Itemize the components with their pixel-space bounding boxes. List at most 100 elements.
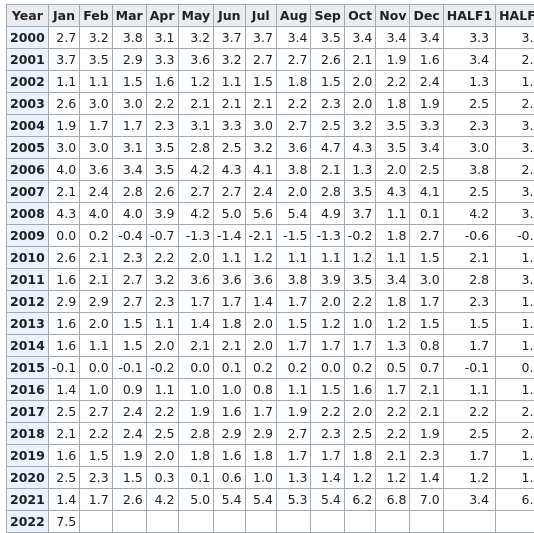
value-cell: 3.5: [376, 115, 410, 137]
year-cell: 2020: [7, 467, 49, 489]
value-cell: 1.8: [245, 445, 276, 467]
year-cell: 2010: [7, 247, 49, 269]
value-cell: 1.6: [146, 71, 178, 93]
column-header-nov: Nov: [376, 5, 410, 27]
value-cell: 1.7: [245, 401, 276, 423]
value-cell: 4.2: [178, 203, 214, 225]
value-cell: 2.5: [344, 423, 375, 445]
value-cell: 2.4: [112, 423, 146, 445]
value-cell: 1.7: [410, 291, 443, 313]
column-header-oct: Oct: [344, 5, 375, 27]
value-cell: 1.4: [311, 467, 344, 489]
value-cell: [112, 511, 146, 533]
value-cell: 0.1: [410, 203, 443, 225]
value-cell: 2.8: [178, 137, 214, 159]
value-cell: 1.1: [276, 247, 311, 269]
value-cell: 2.2: [443, 401, 495, 423]
value-cell: 3.5: [80, 49, 112, 71]
value-cell: 2.6: [48, 93, 79, 115]
value-cell: 2.1: [178, 335, 214, 357]
value-cell: -0.1: [48, 357, 79, 379]
year-cell: 2004: [7, 115, 49, 137]
value-cell: 1.9: [112, 445, 146, 467]
column-header-may: May: [178, 5, 214, 27]
value-cell: 4.3: [214, 159, 245, 181]
value-cell: 1.7: [344, 335, 375, 357]
value-cell: 1.8: [376, 225, 410, 247]
value-cell: 2.5: [443, 93, 495, 115]
value-cell: 3.7: [245, 27, 276, 49]
value-cell: 2.1: [80, 269, 112, 291]
value-cell: 6.2: [344, 489, 375, 511]
year-cell: 2007: [7, 181, 49, 203]
value-cell: 2.7: [112, 291, 146, 313]
value-cell: 1.7: [376, 379, 410, 401]
value-cell: 2.9: [214, 423, 245, 445]
value-cell: 2.1: [344, 49, 375, 71]
value-cell: 1.3: [443, 71, 495, 93]
value-cell: 0.1: [178, 467, 214, 489]
value-cell: 5.6: [245, 203, 276, 225]
value-cell: 2.2: [496, 49, 534, 71]
value-cell: 3.7: [48, 49, 79, 71]
column-header-dec: Dec: [410, 5, 443, 27]
value-cell: 2.9: [48, 291, 79, 313]
value-cell: 2.0: [245, 313, 276, 335]
value-cell: 3.6: [276, 137, 311, 159]
value-cell: 0.0: [48, 225, 79, 247]
value-cell: 0.0: [311, 357, 344, 379]
value-cell: 2.1: [311, 159, 344, 181]
value-cell: 2.0: [496, 93, 534, 115]
value-cell: 3.5: [496, 27, 534, 49]
value-cell: 1.6: [214, 401, 245, 423]
value-cell: 2.6: [496, 159, 534, 181]
value-cell: 2.1: [214, 335, 245, 357]
value-cell: 1.4: [410, 467, 443, 489]
value-cell: 1.4: [48, 489, 79, 511]
value-cell: 3.5: [311, 27, 344, 49]
value-cell: 4.9: [311, 203, 344, 225]
value-cell: 3.0: [112, 93, 146, 115]
value-cell: 2.0: [80, 313, 112, 335]
value-cell: -1.3: [178, 225, 214, 247]
column-header-feb: Feb: [80, 5, 112, 27]
value-cell: 1.8: [344, 445, 375, 467]
value-cell: 2.2: [146, 247, 178, 269]
value-cell: 1.5: [311, 71, 344, 93]
value-cell: 3.5: [376, 137, 410, 159]
value-cell: 2.8: [443, 269, 495, 291]
year-cell: 2009: [7, 225, 49, 247]
value-cell: 0.9: [112, 379, 146, 401]
value-cell: 2.3: [311, 423, 344, 445]
value-cell: 3.4: [112, 159, 146, 181]
value-cell: 1.5: [80, 445, 112, 467]
value-cell: [311, 511, 344, 533]
value-cell: 1.1: [80, 71, 112, 93]
value-cell: 2.3: [80, 467, 112, 489]
value-cell: 1.6: [344, 379, 375, 401]
value-cell: 1.3: [344, 159, 375, 181]
value-cell: 2.2: [376, 401, 410, 423]
year-cell: 2006: [7, 159, 49, 181]
year-cell: 2015: [7, 357, 49, 379]
value-cell: 2.1: [245, 93, 276, 115]
value-cell: 0.2: [276, 357, 311, 379]
value-cell: 3.1: [146, 27, 178, 49]
value-cell: 2.7: [80, 401, 112, 423]
value-cell: 1.7: [178, 291, 214, 313]
value-cell: 2.4: [496, 423, 534, 445]
value-cell: 3.0: [410, 269, 443, 291]
value-cell: 0.8: [245, 379, 276, 401]
value-cell: 1.1: [311, 247, 344, 269]
value-cell: 3.0: [496, 115, 534, 137]
year-cell: 2019: [7, 445, 49, 467]
value-cell: 1.2: [344, 247, 375, 269]
value-cell: 2.2: [344, 291, 375, 313]
value-cell: 3.0: [80, 93, 112, 115]
